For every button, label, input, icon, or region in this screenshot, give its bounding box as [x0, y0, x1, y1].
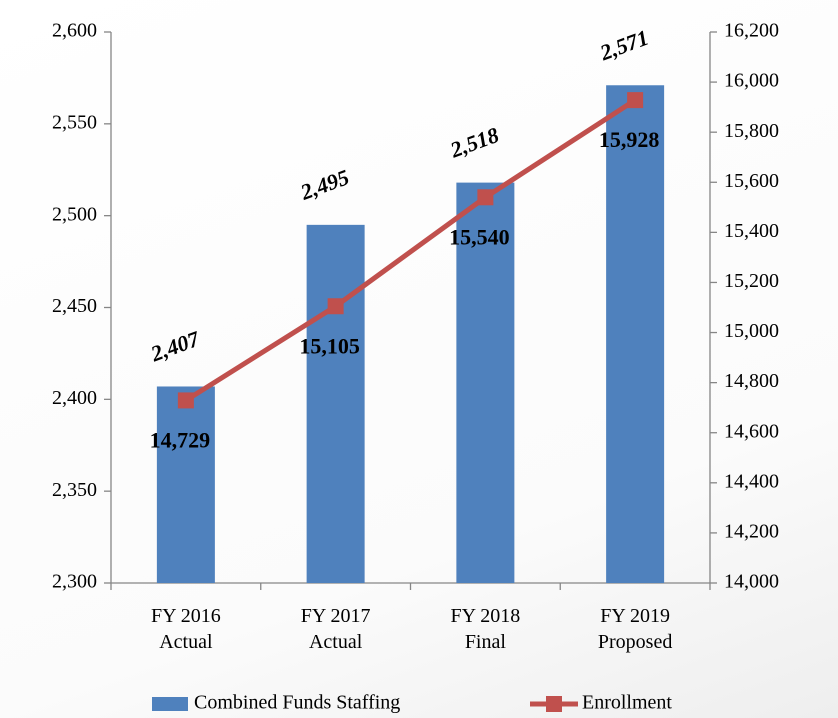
line-value-label: 15,540 — [449, 224, 510, 249]
line — [184, 98, 637, 403]
bar-value-label: 2,495 — [296, 164, 352, 205]
y2-tick-label: 14,800 — [724, 370, 779, 392]
x-tick-label: FY 2016 Actual — [150, 605, 221, 653]
y-tick-label: 2,300 — [52, 571, 97, 593]
y-tick-label: 2,350 — [52, 479, 97, 501]
y-tick-label: 2,550 — [52, 111, 97, 133]
line-value-label: 15,105 — [299, 333, 360, 358]
bar — [156, 386, 215, 583]
line-marker — [477, 189, 494, 206]
y-tick-label: 2,450 — [52, 295, 97, 317]
y2-tick-label: 15,200 — [724, 270, 779, 292]
y2-tick-label: 14,000 — [724, 571, 779, 593]
x-tick-label: FY 2017 Actual — [300, 605, 371, 653]
line-marker — [627, 92, 644, 109]
bar-value-label: 2,518 — [446, 122, 502, 163]
y2-tick-label: 16,200 — [724, 20, 779, 42]
line-value-label: 15,928 — [599, 127, 660, 152]
bar — [606, 85, 665, 583]
y2-tick-label: 14,400 — [724, 470, 779, 492]
y2-tick-label: 15,800 — [724, 120, 779, 142]
y-tick-label: 2,500 — [52, 203, 97, 225]
bar — [456, 182, 515, 583]
legend-marker — [546, 696, 562, 712]
y2-tick-label: 15,600 — [724, 170, 779, 192]
legend-label: Combined Funds Staffing — [194, 692, 400, 714]
legend-label: Enrollment — [582, 692, 672, 714]
y2-tick-label: 16,000 — [724, 70, 779, 92]
bar — [306, 224, 365, 583]
bar-value-label: 2,407 — [147, 326, 204, 367]
bar-value-label: 2,571 — [596, 25, 652, 66]
line-value-label: 14,729 — [150, 427, 211, 452]
y-tick-label: 2,400 — [52, 387, 97, 409]
line-marker — [177, 392, 194, 409]
y2-tick-label: 14,600 — [724, 420, 779, 442]
y-tick-label: 2,600 — [52, 20, 97, 42]
y2-tick-label: 14,200 — [724, 521, 779, 543]
x-tick-label: FY 2018 Final — [450, 605, 521, 653]
line-marker — [327, 298, 344, 315]
legend-swatch — [152, 697, 188, 711]
y2-tick-label: 15,400 — [724, 220, 779, 242]
y2-tick-label: 15,000 — [724, 320, 779, 342]
x-tick-label: FY 2019 Proposed — [597, 605, 673, 653]
